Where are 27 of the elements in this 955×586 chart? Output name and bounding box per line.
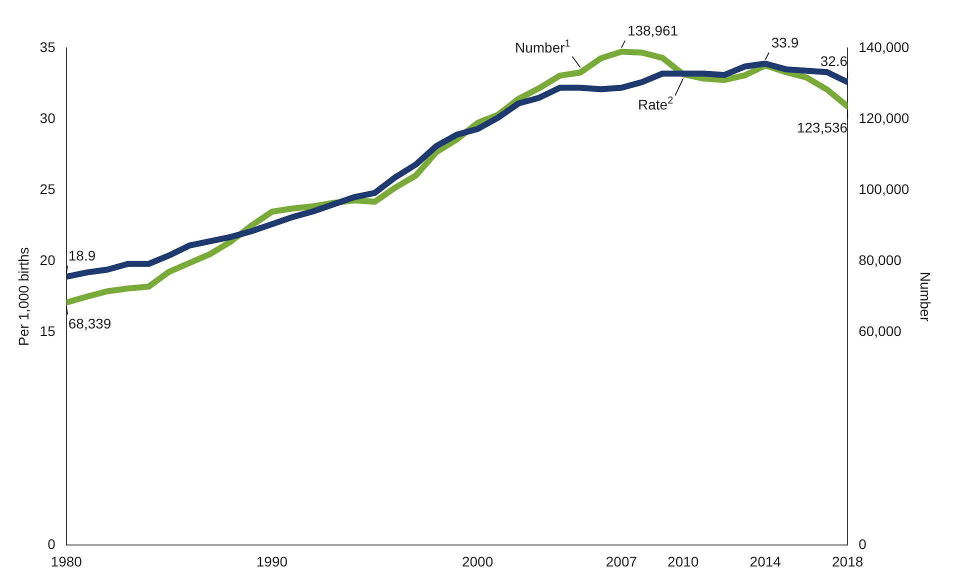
x-tick-label: 1990: [256, 553, 288, 570]
x-tick-label: 1980: [50, 553, 82, 570]
y-tick-label: 35: [40, 38, 56, 55]
y-tick-label: 30: [40, 110, 56, 126]
y2-tick-label: 80,000: [858, 252, 902, 268]
x-tick-label: 2000: [462, 553, 494, 570]
y-axis-title: Per 1,000 births: [15, 247, 32, 346]
data-label: 123,536: [796, 119, 848, 136]
y2-tick-label: 0: [858, 536, 867, 552]
y-tick-label: 20: [40, 252, 56, 268]
x-tick-label: 2007: [606, 553, 638, 570]
y-tick-label: 0: [48, 536, 56, 552]
y2-tick-label: 60,000: [858, 322, 902, 339]
y-tick-label: 25: [40, 180, 56, 197]
data-label: 138,961: [627, 22, 678, 39]
data-label: 33.9: [771, 34, 799, 50]
x-tick-label: 2018: [832, 553, 864, 570]
x-tick-label: 2010: [668, 553, 699, 570]
data-label: 18.9: [68, 248, 96, 264]
data-label: 68,339: [68, 315, 112, 332]
y2-tick-label: 100,000: [858, 180, 910, 197]
data-label: 32.6: [820, 52, 848, 69]
y-tick-label: 15: [40, 322, 56, 339]
y2-tick-label: 120,000: [858, 110, 910, 126]
x-tick-label: 2014: [750, 553, 782, 570]
y2-tick-label: 140,000: [858, 38, 910, 55]
y2-axis-title: Number: [918, 272, 934, 322]
